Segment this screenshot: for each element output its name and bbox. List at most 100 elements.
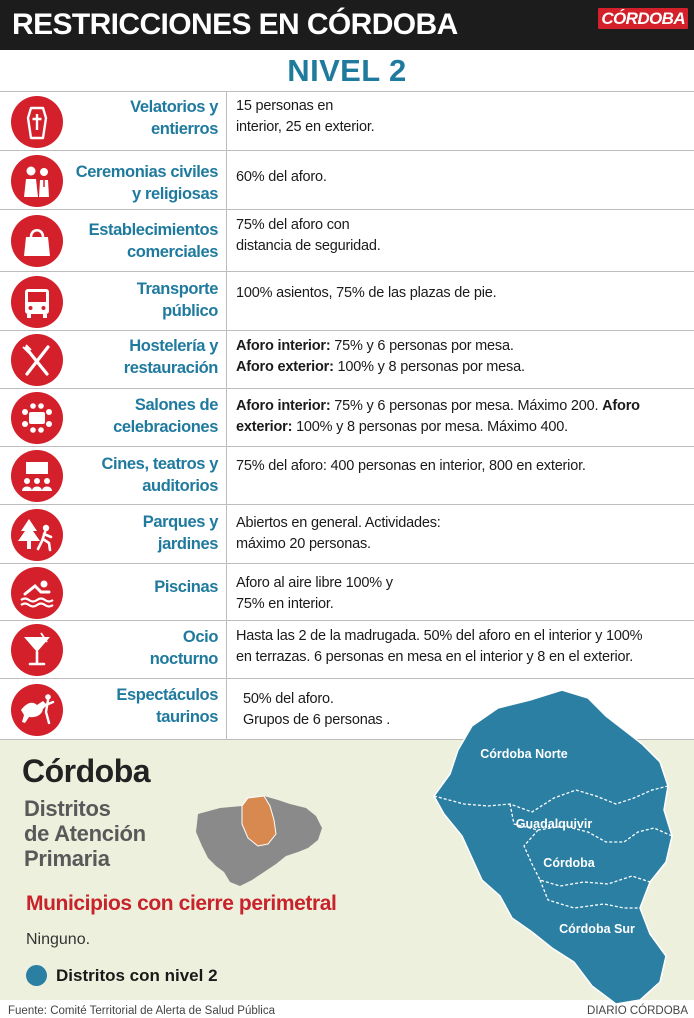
text-segment: 75% y 6 personas por mesa. Máximo 200. <box>330 398 603 414</box>
district-label-cordoba: Córdoba <box>543 856 595 870</box>
restriction-label: Piscinas <box>66 576 218 598</box>
restriction-description: 75% del aforo: 400 personas en interior,… <box>236 456 692 477</box>
text-segment: en terrazas. 6 personas en mesa en el in… <box>236 649 634 665</box>
district-map: Córdoba Norte Guadalquivir Córdoba Córdo… <box>433 689 673 1005</box>
restriction-description: Aforo interior: 75% y 6 personas por mes… <box>236 396 692 438</box>
restriction-description: 15 personas en interior, 25 en exterior. <box>236 96 692 138</box>
restriction-label-line: Transporte <box>136 280 219 298</box>
restriction-label-line: Cines, teatros y <box>101 455 219 473</box>
legend-label: Distritos con nivel 2 <box>56 966 218 985</box>
header-bar: RESTRICCIONES EN CÓRDOBA CÓRDOBA <box>0 0 694 50</box>
restriction-label: Ocio nocturno <box>66 626 219 670</box>
restriction-description-line: 15 personas en <box>236 96 692 117</box>
text-segment: 15 personas en <box>236 98 334 114</box>
column-divider <box>226 389 227 446</box>
banquet-table-icon <box>11 392 63 444</box>
restriction-label: Salones de celebraciones <box>66 394 218 438</box>
restriction-row: Parques y jardines Abiertos en general. Ac… <box>0 504 694 563</box>
restriction-row: Ocio nocturno Hasta las 2 de la madrugada.… <box>0 620 694 678</box>
restriction-label: Establecimientos comerciales <box>66 219 219 263</box>
bold-segment: Aforo interior: <box>236 398 331 414</box>
restriction-description: 75% del aforo con distancia de seguridad. <box>236 215 692 257</box>
restriction-label-line: Velatorios y <box>130 98 218 116</box>
restriction-description: 60% del aforo. <box>236 167 692 188</box>
restriction-label-line: Piscinas <box>154 578 218 596</box>
restriction-row: Cines, teatros y auditorios 75% del aforo:… <box>0 446 694 504</box>
page-title: RESTRICCIONES EN CÓRDOBA <box>12 8 458 41</box>
text-segment: Aforo al aire libre 100% y <box>236 575 393 591</box>
fork-knife-icon <box>11 334 63 386</box>
restriction-description-line: Aforo interior: 75% y 6 personas por mes… <box>236 396 692 417</box>
restriction-label-line: taurinos <box>156 708 218 726</box>
restriction-label-line: nocturno <box>149 650 219 668</box>
column-divider <box>226 151 227 209</box>
text-segment: Hasta las 2 de la madrugada. 50% del afo… <box>236 628 643 644</box>
restriction-label-line: Hostelería y <box>129 337 218 355</box>
restriction-description-line: Grupos de 6 personas . <box>243 710 694 731</box>
text-segment: Grupos de 6 personas . <box>243 712 391 728</box>
restriction-label: Parques y jardines <box>66 511 219 555</box>
subtitle-line: Distritos <box>24 796 111 821</box>
restriction-description-line: 60% del aforo. <box>236 167 692 188</box>
bold-segment: Aforo exterior: <box>236 359 334 375</box>
bullfighter-icon <box>11 684 63 736</box>
column-divider <box>226 272 227 330</box>
restriction-row: Espectáculos taurinos 50% del aforo. Grupos… <box>0 678 694 740</box>
restriction-label-line: Ocio <box>182 628 218 646</box>
restriction-label-line: Espectáculos <box>116 686 218 704</box>
restriction-row: Transporte público 100% asientos, 75% de l… <box>0 271 694 330</box>
restriction-row: Piscinas Aforo al aire libre 100% y 75% en… <box>0 563 694 620</box>
column-divider <box>226 564 227 620</box>
restriction-label: Velatorios y entierros <box>66 96 218 140</box>
district-label-guadalquivir: Guadalquivir <box>516 817 593 831</box>
restriction-label-line: Establecimientos <box>88 221 219 239</box>
coffin-icon <box>11 96 63 148</box>
district-subtitle: Distritos de Atención Primaria <box>24 796 146 871</box>
restriction-description-line: Abiertos en general. Actividades: <box>236 513 692 534</box>
restriction-description: 100% asientos, 75% de las plazas de pie. <box>236 283 692 304</box>
column-divider <box>226 92 227 150</box>
restriction-label-line: auditorios <box>142 477 218 495</box>
bus-icon <box>11 276 63 328</box>
restriction-description-line: Aforo interior: 75% y 6 personas por mes… <box>236 336 692 357</box>
bold-segment: Aforo <box>602 398 640 414</box>
restriction-description-line: 75% del aforo: 400 personas en interior,… <box>236 456 692 477</box>
bold-segment: Aforo interior: <box>236 338 331 354</box>
restriction-description-line: exterior: 100% y 8 personas por mesa. Má… <box>236 417 692 438</box>
credit-note: DIARIO CÓRDOBA <box>587 1005 688 1017</box>
restriction-label-line: celebraciones <box>113 418 218 436</box>
restriction-label-line: Parques y <box>142 513 219 531</box>
restriction-row: Ceremonias civiles y religiosas 60% del af… <box>0 150 694 209</box>
bold-segment: exterior: <box>236 419 293 435</box>
restriction-row: Salones de celebraciones Aforo interior: 7… <box>0 388 694 446</box>
restriction-description: 50% del aforo. Grupos de 6 personas . <box>243 689 694 731</box>
text-segment: distancia de seguridad. <box>236 238 381 254</box>
restriction-description-line: 50% del aforo. <box>243 689 694 710</box>
text-segment: 100% y 8 personas por mesa. Máximo 400. <box>292 419 568 435</box>
text-segment: 60% del aforo. <box>236 169 327 185</box>
newspaper-logo[interactable]: CÓRDOBA <box>598 8 688 29</box>
text-segment: interior, 25 en exterior. <box>236 119 375 135</box>
legend-swatch <box>26 965 47 986</box>
text-segment: 75% del aforo: 400 personas en interior,… <box>236 458 586 474</box>
restriction-description-line: 100% asientos, 75% de las plazas de pie. <box>236 283 692 304</box>
restriction-description: Abiertos en general. Actividades: máximo … <box>236 513 692 555</box>
restriction-label: Transporte público <box>66 278 219 322</box>
text-segment: 75% y 6 personas por mesa. <box>330 338 514 354</box>
restriction-description-line: Hasta las 2 de la madrugada. 50% del afo… <box>236 626 692 647</box>
column-divider <box>226 331 227 388</box>
column-divider <box>226 505 227 563</box>
shopping-bag-icon <box>11 215 63 267</box>
text-segment: 75% del aforo con <box>236 217 350 233</box>
restriction-description: Aforo interior: 75% y 6 personas por mes… <box>236 336 692 378</box>
restriction-label: Ceremonias civiles y religiosas <box>66 161 219 205</box>
district-label-sur: Córdoba Sur <box>559 922 635 936</box>
restriction-label-line: Ceremonias civiles <box>75 163 219 181</box>
text-segment: 100% y 8 personas por mesa. <box>333 359 525 375</box>
restriction-row: Hostelería y restauración Aforo interior: … <box>0 330 694 388</box>
closure-value: Ninguno. <box>26 931 91 948</box>
level-title: NIVEL 2 <box>287 53 407 88</box>
restriction-description-line: Aforo al aire libre 100% y <box>236 573 692 594</box>
park-walker-icon <box>11 509 63 561</box>
province-name: Córdoba <box>22 753 151 789</box>
